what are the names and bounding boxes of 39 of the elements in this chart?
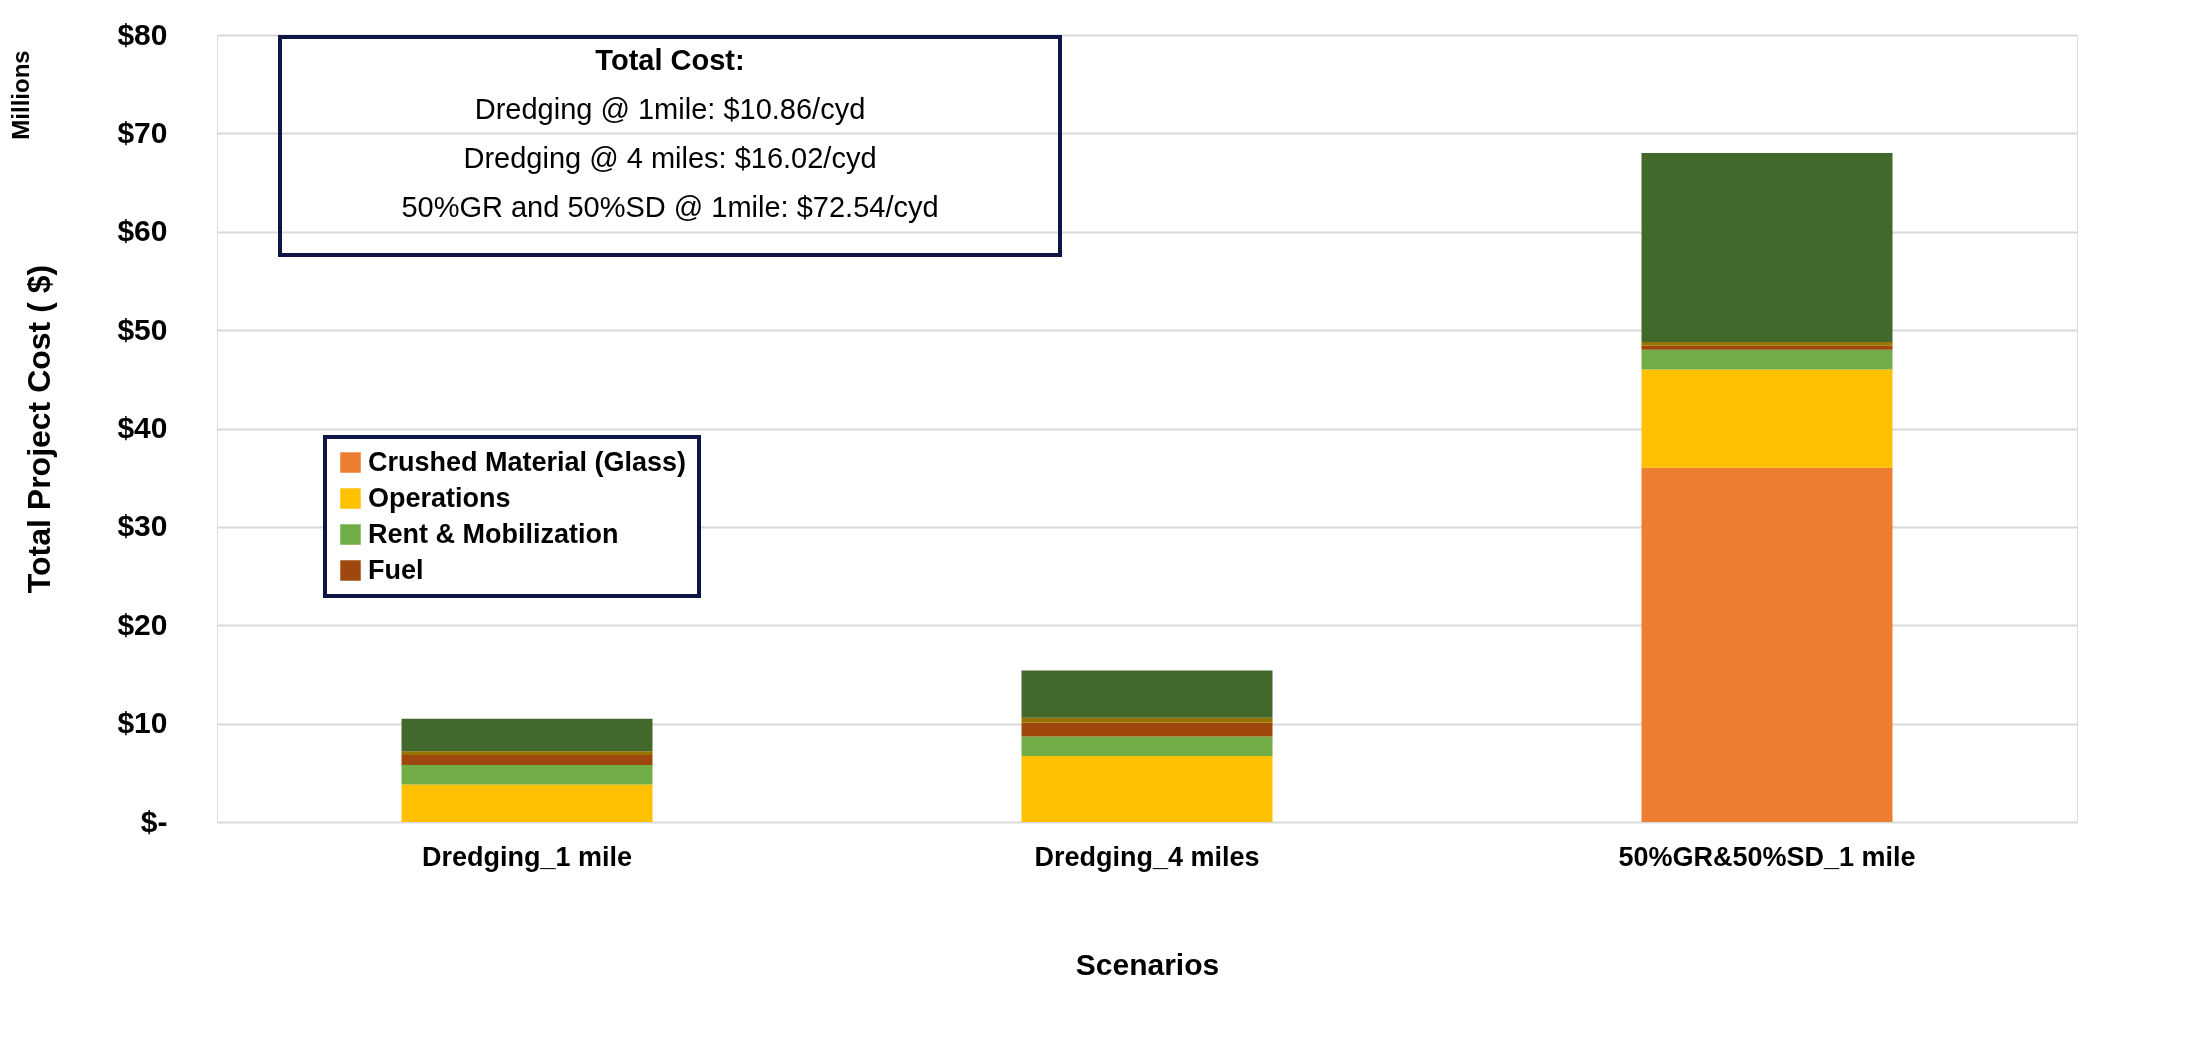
y-axis-title: Total Project Cost ( $)	[21, 264, 58, 594]
y-tick-label: $30	[117, 509, 168, 543]
bar	[1021, 756, 1273, 822]
bar	[1641, 153, 1893, 342]
y-tick-label: $-	[140, 804, 168, 838]
y-tick-label: $80	[117, 17, 168, 51]
x-tick-label: Dredging_1 mile	[421, 841, 633, 872]
x-tick-label: Dredging_4 miles	[1034, 841, 1260, 872]
bar	[1641, 467, 1893, 822]
text: Millions	[7, 50, 34, 140]
bar	[1641, 369, 1893, 468]
x-tick-label: 50%GR&50%SD_1 mile	[1618, 841, 1916, 872]
bar	[401, 784, 653, 822]
bar	[1641, 341, 1893, 346]
annotation: Dredging @ 1mile: $10.86/cyd	[474, 93, 866, 125]
legend-label: Fuel	[368, 554, 424, 585]
y-tick-label: $40	[117, 411, 168, 444]
y-tick-label: $10	[117, 706, 168, 740]
legend-label: Rent & Mobilization	[368, 518, 619, 549]
bar	[1021, 722, 1273, 737]
legend-label: Crushed Material (Glass)	[368, 446, 687, 477]
bar	[401, 718, 653, 752]
y-tick-label: $60	[117, 214, 168, 248]
annotation: Dredging @ 4 miles: $16.02/cyd	[463, 142, 877, 174]
y-tick-label: $70	[117, 115, 168, 149]
bar	[401, 751, 653, 756]
bar	[1641, 345, 1893, 350]
legend-label: Operations	[368, 482, 511, 513]
bar	[401, 755, 653, 765]
annotation: Total Cost:	[595, 44, 745, 76]
bar	[1021, 717, 1273, 723]
bar	[1641, 349, 1893, 370]
bar	[401, 764, 653, 785]
annotation: 50%GR and 50%SD @ 1mile: $72.54/cyd	[401, 191, 939, 223]
bar	[1021, 736, 1273, 757]
y-tick-label: $50	[117, 312, 168, 346]
x-axis-title: Scenarios	[1075, 947, 1220, 981]
y-tick-label: $20	[117, 607, 168, 641]
bar	[1021, 670, 1273, 718]
